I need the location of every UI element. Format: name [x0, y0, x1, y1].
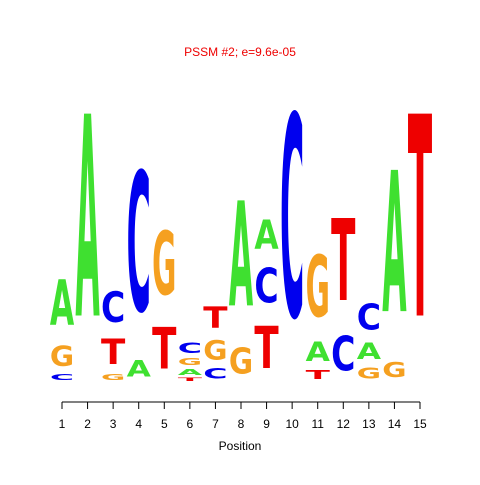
logo-letter: A — [50, 267, 74, 340]
x-tick-label: 3 — [110, 417, 117, 431]
x-tick-label: 9 — [263, 417, 270, 431]
logo-letter: A — [382, 131, 406, 357]
logo-letter: C — [357, 297, 381, 339]
x-tick-label: 2 — [84, 417, 91, 431]
logo-letter: T — [254, 315, 278, 383]
logo-letter: G — [382, 358, 406, 382]
x-tick-label: 7 — [212, 417, 219, 431]
logo-letter: A — [127, 357, 151, 382]
logo-letter: T — [203, 301, 227, 335]
x-tick-label: 12 — [337, 417, 351, 431]
logo-letter: T — [101, 332, 125, 372]
x-axis-label: Position — [219, 439, 262, 453]
logo-letter: T — [152, 317, 177, 383]
logo-letter: G — [357, 364, 381, 382]
logo-letter: G — [152, 216, 176, 316]
x-tick-label: 4 — [135, 417, 142, 431]
logo-letter: G — [101, 373, 125, 383]
logo-letter: A — [306, 337, 331, 368]
x-tick-label: 10 — [285, 417, 299, 431]
logo-letter: A — [75, 60, 99, 382]
logo-letter: C — [127, 135, 151, 357]
chart-title: PSSM #2; e=9.6e-05 — [184, 45, 296, 59]
logo-letter: C — [280, 59, 304, 382]
logo-letter: G — [306, 238, 330, 337]
logo-letter: C — [50, 372, 74, 382]
x-tick-label: 14 — [388, 417, 402, 431]
logo-letter: T — [331, 196, 355, 327]
logo-letter: A — [357, 339, 381, 364]
logo-letter: G — [203, 335, 227, 366]
logo-letter: C — [101, 283, 125, 332]
logo-letter: T — [178, 377, 203, 382]
x-tick-label: 11 — [311, 417, 324, 431]
logo-letter: C — [331, 327, 355, 383]
logo-letter: A — [178, 368, 203, 377]
x-tick-label: 6 — [187, 417, 194, 431]
logo-letter: A — [254, 214, 278, 260]
logo-letter: C — [254, 259, 278, 315]
logo-letter: T — [306, 368, 331, 382]
logo-letter: G — [178, 357, 202, 368]
logo-letter: G — [50, 340, 74, 373]
logo-letter: A — [229, 171, 253, 340]
logo-letter: T — [408, 59, 432, 382]
logo-letter: G — [229, 339, 253, 382]
x-tick-label: 15 — [413, 417, 427, 431]
x-tick-label: 1 — [59, 417, 66, 431]
logo-letter: C — [203, 366, 227, 382]
x-tick-label: 5 — [161, 417, 168, 431]
x-tick-label: 13 — [362, 417, 376, 431]
logo-letter: C — [178, 340, 202, 356]
x-tick-label: 8 — [238, 417, 245, 431]
